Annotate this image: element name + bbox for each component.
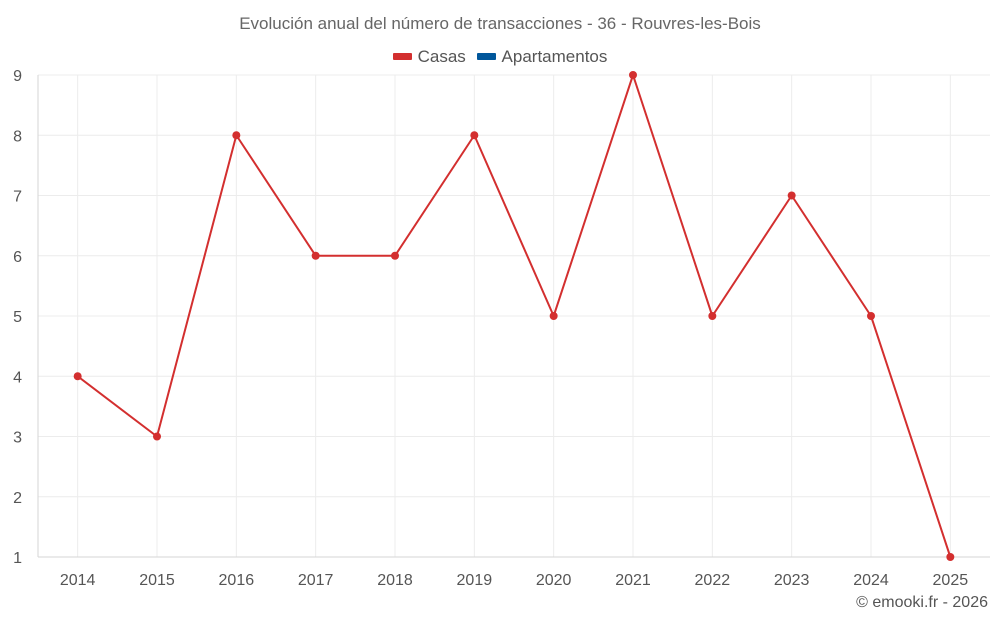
chart-axes	[37, 75, 990, 558]
y-tick-label: 8	[13, 128, 22, 145]
y-tick-label: 5	[13, 309, 22, 326]
chart-series	[73, 71, 955, 561]
y-tick-label: 1	[13, 550, 22, 567]
chart-legend: Casas Apartamentos	[0, 45, 1000, 67]
credit-text: © emooki.fr - 2026	[856, 594, 988, 611]
x-tick-label: 2025	[933, 572, 969, 589]
x-tick-label: 2023	[774, 572, 810, 589]
y-axis-tick-labels: 1 2 3 4 5 6 7 8 9	[13, 68, 22, 567]
y-tick-label: 3	[13, 430, 22, 447]
x-tick-label: 2016	[219, 572, 255, 589]
x-tick-label: 2017	[298, 572, 334, 589]
data-point-casas	[787, 191, 796, 200]
data-point-casas	[232, 131, 241, 140]
x-tick-label: 2021	[615, 572, 651, 589]
data-point-casas	[946, 553, 955, 561]
x-tick-label: 2018	[377, 572, 413, 589]
data-point-casas	[153, 432, 161, 441]
x-axis-tick-labels: 2014 2015 2016 2017 2018 2019 2020 2021 2022 2023…	[60, 572, 968, 589]
y-tick-label: 9	[13, 68, 22, 85]
data-point-casas	[629, 71, 637, 79]
data-point-casas	[470, 131, 479, 140]
data-point-casas	[311, 251, 320, 260]
chart-title: Evolución anual del número de transaccio…	[239, 14, 761, 33]
x-tick-label: 2024	[853, 572, 889, 589]
legend-swatch-casas	[392, 53, 412, 60]
legend-item-apartamentos[interactable]: Apartamentos	[476, 46, 608, 67]
legend-item-casas[interactable]: Casas	[392, 46, 466, 67]
data-point-casas	[867, 312, 875, 320]
y-tick-label: 7	[13, 189, 22, 206]
data-point-casas	[549, 312, 558, 320]
x-tick-label: 2014	[60, 572, 96, 589]
y-tick-label: 4	[13, 369, 22, 386]
x-tick-label: 2019	[457, 572, 493, 589]
x-tick-label: 2020	[536, 572, 572, 589]
legend-label-apartamentos: Apartamentos	[501, 46, 608, 66]
x-tick-label: 2022	[695, 572, 731, 589]
legend-label-casas: Casas	[417, 46, 466, 66]
y-tick-label: 6	[13, 249, 22, 266]
data-point-casas	[708, 312, 717, 320]
legend-swatch-apartamentos	[476, 53, 496, 60]
chart-grid	[38, 74, 990, 557]
data-point-casas	[391, 251, 399, 260]
y-tick-label: 2	[13, 490, 22, 507]
series-line-casas	[77, 74, 952, 558]
data-point-casas	[73, 372, 82, 381]
x-tick-label: 2015	[139, 572, 175, 589]
